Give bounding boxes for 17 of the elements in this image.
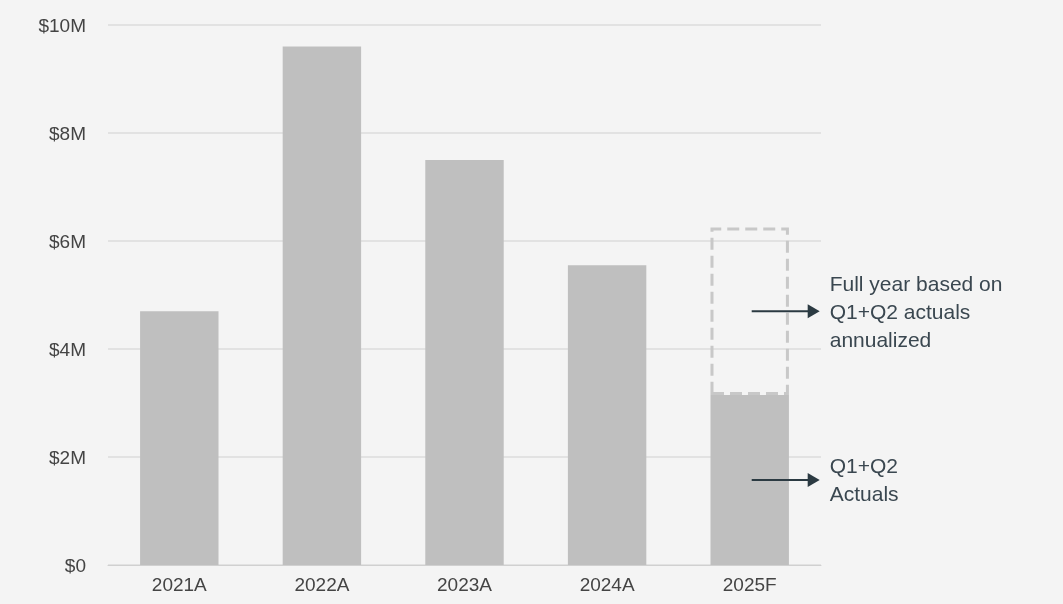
bar xyxy=(282,46,362,565)
y-tick-label: $4M xyxy=(49,338,86,360)
bar xyxy=(567,265,647,565)
text: Full year based on Q1+Q2 actuals annualized xyxy=(829,271,1003,351)
text: Q1+Q2 Actuals xyxy=(829,454,899,506)
y-tick-label: $2M xyxy=(49,446,86,468)
x-tick-label: 2025F xyxy=(722,574,777,595)
bar xyxy=(140,311,219,565)
bar xyxy=(425,160,504,565)
x-tick-label: 2024A xyxy=(579,574,635,595)
x-tick-label: 2023A xyxy=(437,574,493,595)
y-tick-label: $8M xyxy=(49,122,86,144)
x-tick-label: 2022A xyxy=(294,574,350,595)
y-tick-label: $10M xyxy=(38,14,86,36)
y-tick-label: $6M xyxy=(49,230,86,252)
y-tick-label: $0 xyxy=(64,554,86,576)
x-tick-label: 2021A xyxy=(151,574,208,595)
